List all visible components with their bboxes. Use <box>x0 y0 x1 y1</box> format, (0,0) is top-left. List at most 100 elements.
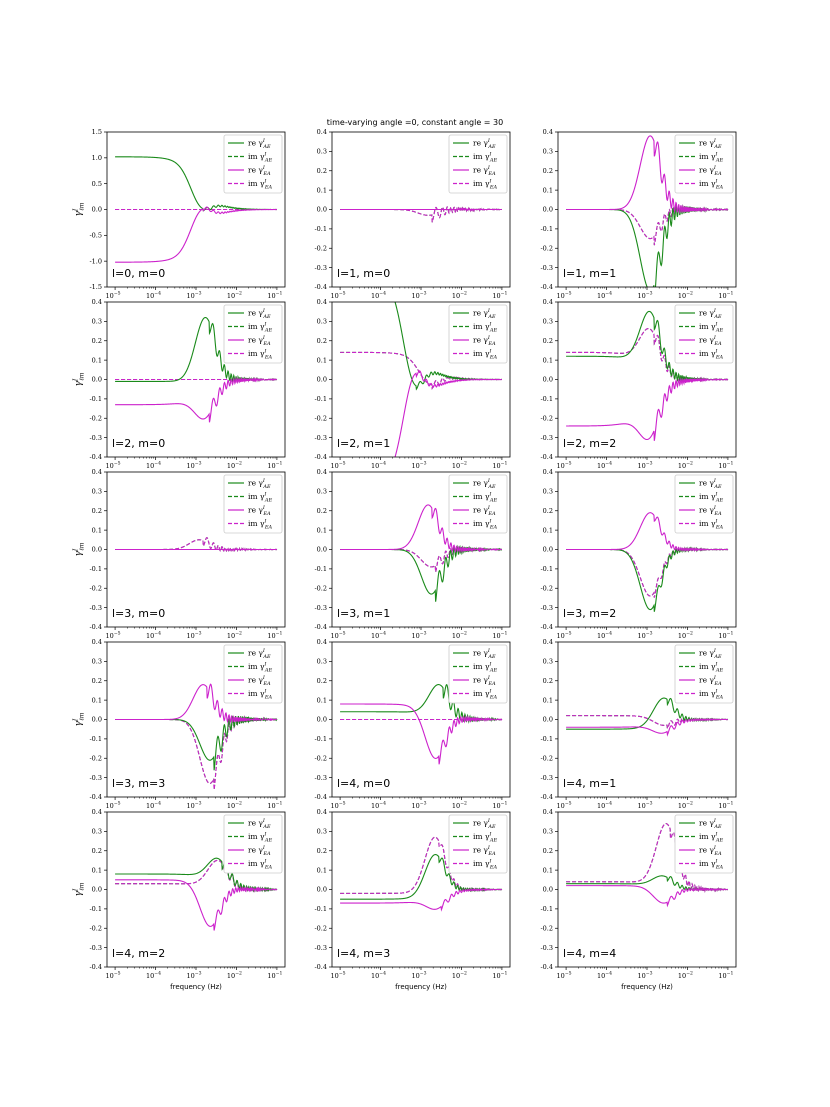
x-tick-label: 10−2 <box>227 631 242 641</box>
legend-entry: im γI AE <box>473 832 497 844</box>
x-tick-label: 10−3 <box>637 461 652 471</box>
subplot: -0.4 -0.3 -0.2 -0.1 0.0 0.1 0.2 0.3 0.4 10−5 10−4 1… <box>540 638 737 811</box>
y-tick-label: -0.3 <box>314 434 327 442</box>
x-tick-label: 10−1 <box>267 461 282 471</box>
legend-box <box>223 474 283 534</box>
legend-entry: im γI AE <box>473 662 497 674</box>
x-tick-label: 10−5 <box>331 461 346 471</box>
panel-label: l=2, m=2 <box>563 437 616 450</box>
y-tick-label: 0.4 <box>543 638 553 646</box>
legend-entry: im γI AE <box>248 152 272 164</box>
panel-label: l=3, m=0 <box>112 607 165 620</box>
x-tick-label: 10−3 <box>637 971 652 981</box>
x-tick-label: 10−4 <box>597 461 612 471</box>
series-line <box>115 206 277 263</box>
y-tick-label: 0.0 <box>317 546 327 554</box>
y-tick-label: 0.1 <box>317 526 327 534</box>
y-tick-label: 0.2 <box>92 847 102 855</box>
x-tick-label: 10−1 <box>267 291 282 301</box>
series-line <box>340 546 503 573</box>
y-tick-label: -0.2 <box>89 754 102 762</box>
panel-label: l=2, m=0 <box>112 437 165 450</box>
y-tick-label: 0.4 <box>92 638 102 646</box>
x-tick-label: 10−1 <box>718 971 733 981</box>
panel-label: l=1, m=1 <box>563 267 616 280</box>
y-tick-label: -1.5 <box>89 283 102 291</box>
legend-entry: im γI AE <box>473 322 497 334</box>
y-tick-label: 0.4 <box>317 468 327 476</box>
y-tick-label: 0.3 <box>543 828 553 836</box>
x-tick-label: 10−2 <box>227 971 242 981</box>
series-line <box>566 718 729 737</box>
axes-frame <box>106 301 286 458</box>
x-tick-label: 10−1 <box>718 461 733 471</box>
x-tick-label: 10−5 <box>557 291 572 301</box>
x-tick-label: 10−5 <box>106 461 121 471</box>
panel-label: l=4, m=1 <box>563 777 616 790</box>
legend-box <box>674 134 734 194</box>
y-tick-label: -0.1 <box>89 735 102 743</box>
y-tick-label: -0.1 <box>89 395 102 403</box>
legend-entry: im γI AE <box>248 492 272 504</box>
legend-entry: im γI AE <box>699 832 723 844</box>
y-tick-label: -0.2 <box>540 924 553 932</box>
legend-box <box>674 814 734 874</box>
x-tick-label: 10−5 <box>106 801 121 811</box>
axes-frame <box>557 811 737 968</box>
x-tick-label: 10−5 <box>106 631 121 641</box>
y-tick-label: -0.4 <box>314 793 327 801</box>
y-tick-label: -0.3 <box>89 604 102 612</box>
y-axis-label: γIℓm <box>73 882 86 896</box>
y-tick-label: -0.3 <box>540 264 553 272</box>
axes-frame <box>106 811 286 968</box>
y-tick-label: -0.4 <box>89 793 102 801</box>
legend-box <box>448 304 508 364</box>
y-axis-label: γIℓm <box>73 712 86 726</box>
axes-frame <box>331 301 511 458</box>
axes-frame <box>557 301 737 458</box>
x-tick-label: 10−3 <box>637 291 652 301</box>
subplot: -0.4 -0.3 -0.2 -0.1 0.0 0.1 0.2 0.3 0.4 10−5 10−4 1… <box>73 468 286 640</box>
y-tick-label: 0.3 <box>543 658 553 666</box>
y-tick-label: 0.3 <box>543 318 553 326</box>
y-tick-label: 0.1 <box>317 866 327 874</box>
y-tick-label: -0.1 <box>540 395 553 403</box>
x-tick-label: 10−3 <box>411 801 426 811</box>
y-tick-label: -0.4 <box>89 963 102 971</box>
y-tick-label: -0.3 <box>89 434 102 442</box>
y-tick-label: 0.3 <box>317 148 327 156</box>
x-tick-label: 10−3 <box>637 801 652 811</box>
x-tick-label: 10−4 <box>146 291 161 301</box>
legend-entry: im γI AE <box>248 832 272 844</box>
y-tick-label: 0.1 <box>543 866 553 874</box>
y-tick-label: -0.4 <box>314 283 327 291</box>
legend-entry: im γI AE <box>248 322 272 334</box>
series-line <box>115 715 278 771</box>
y-tick-label: -1.0 <box>89 257 102 265</box>
x-tick-label: 10−2 <box>452 631 467 641</box>
y-tick-label: -0.1 <box>314 735 327 743</box>
x-tick-label: 10−5 <box>557 971 572 981</box>
y-tick-label: 0.2 <box>543 337 553 345</box>
x-tick-label: 10−4 <box>371 291 386 301</box>
x-tick-label: 10−3 <box>411 461 426 471</box>
panel-label: l=0, m=0 <box>112 267 165 280</box>
x-tick-label: 10−5 <box>106 971 121 981</box>
y-tick-label: 0.4 <box>317 128 327 136</box>
y-axis-label: γIℓm <box>73 372 86 386</box>
y-tick-label: 0.4 <box>543 808 553 816</box>
y-tick-label: -0.4 <box>89 623 102 631</box>
y-tick-label: 0.2 <box>543 847 553 855</box>
y-tick-label: 0.1 <box>92 866 102 874</box>
x-tick-label: 10−4 <box>597 291 612 301</box>
y-tick-label: -0.2 <box>89 924 102 932</box>
x-tick-label: 10−4 <box>597 631 612 641</box>
y-tick-label: -0.1 <box>540 735 553 743</box>
series-line <box>566 135 729 215</box>
x-tick-label: 10−1 <box>492 291 507 301</box>
panel-label: l=4, m=2 <box>112 947 165 960</box>
y-tick-label: 0.4 <box>543 298 553 306</box>
y-tick-label: -0.2 <box>540 754 553 762</box>
x-tick-label: 10−2 <box>678 291 693 301</box>
y-tick-label: -0.4 <box>314 963 327 971</box>
